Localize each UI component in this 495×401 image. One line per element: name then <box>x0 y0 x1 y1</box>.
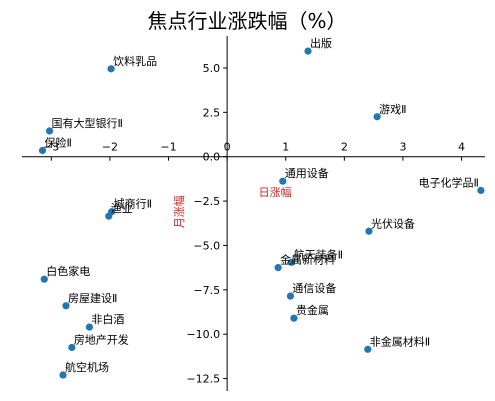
data-point <box>45 127 54 135</box>
data-point <box>290 314 298 322</box>
x-tick-label: −3 <box>43 141 59 154</box>
point-label: 城商行Ⅱ <box>114 197 152 211</box>
point-label: 渔业 <box>111 202 133 215</box>
point-label: 通用设备 <box>285 166 329 180</box>
data-point <box>373 113 381 121</box>
x-tick-label: −2 <box>102 141 118 154</box>
axes: −3 −2 −1 0 1 2 3 4 −12.5 −10.0 −7.5 −5.0 −2.5 0.0 2.5 5… <box>22 36 485 391</box>
y-tick-label: 0.0 <box>203 151 221 164</box>
data-point <box>364 345 372 353</box>
point-label: 白色家电 <box>46 264 90 278</box>
data-point <box>38 146 47 155</box>
y-tick-label: −5.0 <box>193 239 220 252</box>
y-tick-label: −7.5 <box>193 284 220 297</box>
x-tick-label: −1 <box>160 141 176 154</box>
data-point <box>68 343 76 352</box>
y-tick-label: −10.0 <box>186 328 220 341</box>
data-point <box>40 275 48 283</box>
data-point <box>105 212 113 220</box>
data-point <box>85 323 93 331</box>
data-point <box>365 227 373 235</box>
chart-title: 焦点行业涨跌幅（%） <box>147 9 346 33</box>
data-point <box>107 65 115 73</box>
point-label: 电子化学品Ⅱ <box>418 175 478 189</box>
point-label: 国有大型银行Ⅱ <box>52 116 123 130</box>
y-tick-label: 2.5 <box>203 106 221 119</box>
point-label: 贵金属 <box>296 303 329 317</box>
point-label: 保险Ⅱ <box>45 135 72 149</box>
data-point <box>477 186 485 195</box>
point-label: 非金属材料Ⅱ <box>370 334 430 348</box>
point-label: 游戏Ⅱ <box>379 103 406 116</box>
data-point <box>286 292 295 300</box>
data-point <box>274 264 282 272</box>
data-point <box>62 302 70 310</box>
x-tick-label: 3 <box>399 141 406 154</box>
point-label: 航空机场 <box>65 360 109 374</box>
point-label: 通信设备 <box>292 281 336 295</box>
x-tick-label: 0 <box>224 141 231 154</box>
point-label: 房屋建设Ⅱ <box>68 291 117 305</box>
point-label: 光伏设备 <box>371 216 415 230</box>
point-label: 金属新材料 <box>280 253 335 267</box>
x-tick-label: 1 <box>282 141 289 154</box>
x-tick-label: 2 <box>341 141 348 154</box>
y-axis-label: 月涨幅 <box>173 195 186 228</box>
data-point <box>287 258 296 266</box>
y-tick-label: −2.5 <box>193 195 220 208</box>
point-label: 房地产开发 <box>74 333 129 347</box>
x-axis-label: 日涨幅 <box>259 186 292 199</box>
point-label: 非白酒 <box>91 312 124 326</box>
data-point <box>279 177 287 185</box>
x-tick-label: 4 <box>458 141 465 154</box>
y-tick-label: −12.5 <box>186 373 220 386</box>
point-label: 航天装备Ⅱ <box>294 247 343 261</box>
point-label: 出版 <box>310 36 332 50</box>
y-tick-label: 5.0 <box>203 62 221 75</box>
data-point <box>304 47 312 55</box>
data-point <box>59 371 67 379</box>
point-label: 饮料乳品 <box>113 54 157 68</box>
